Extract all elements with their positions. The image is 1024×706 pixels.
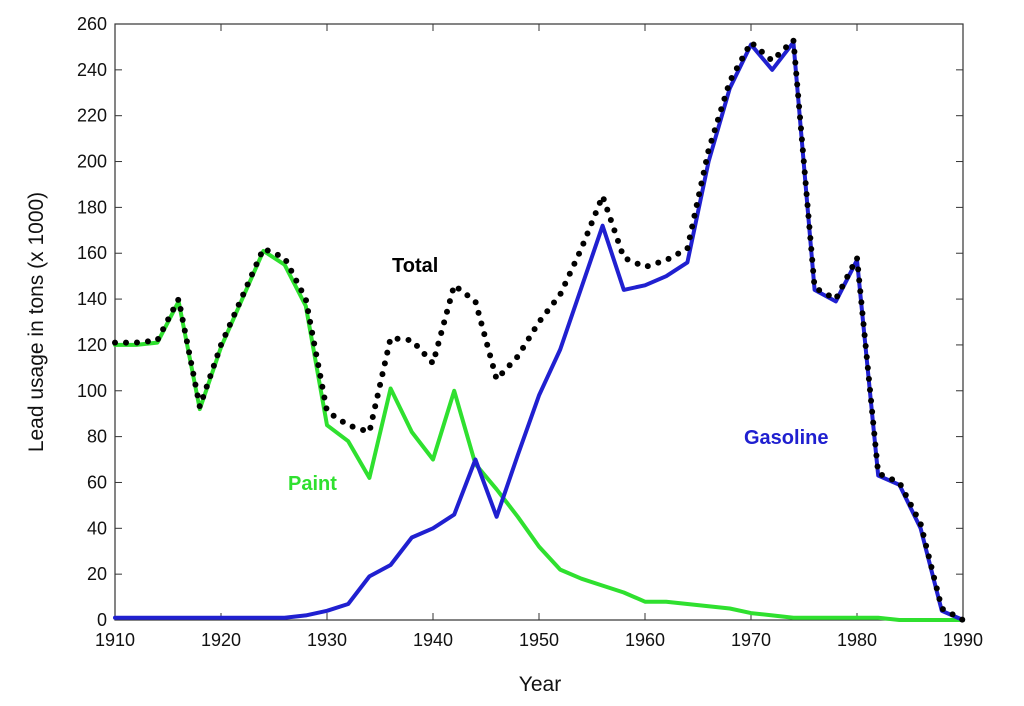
y-tick-label: 120 [77, 335, 107, 355]
series-line-gasoline [113, 40, 965, 622]
x-tick-label: 1910 [95, 630, 135, 650]
x-tick-label: 1950 [519, 630, 559, 650]
series-label-gasoline: Gasoline [744, 427, 828, 449]
series-lines [112, 37, 966, 623]
series-label-paint: Paint [288, 473, 337, 495]
y-tick-label: 240 [77, 60, 107, 80]
y-tick-label: 40 [87, 518, 107, 538]
y-tick-label: 0 [97, 610, 107, 630]
series-line-total [112, 37, 966, 623]
y-axis-title: Lead usage in tons (x 1000) [25, 192, 48, 452]
y-tick-label: 200 [77, 152, 107, 172]
y-tick-label: 20 [87, 564, 107, 584]
y-tick-label: 260 [77, 14, 107, 34]
y-tick-label: 80 [87, 427, 107, 447]
y-tick-label: 140 [77, 289, 107, 309]
y-tick-label: 160 [77, 243, 107, 263]
y-tick-label: 60 [87, 472, 107, 492]
series-label-total: Total [392, 255, 438, 277]
x-tick-label: 1970 [731, 630, 771, 650]
y-tick-label: 220 [77, 106, 107, 126]
x-tick-label: 1920 [201, 630, 241, 650]
x-tick-labels: 1910 1920 1930 1940 1950 1960 1970 1980 1990 [95, 630, 983, 650]
y-tick-labels: 0 20 40 60 80 100 120 140 160 180 200 220 240 260 [77, 14, 107, 630]
x-tick-label: 1940 [413, 630, 453, 650]
x-tick-label: 1930 [307, 630, 347, 650]
y-tick-label: 180 [77, 197, 107, 217]
x-tick-label: 1980 [837, 630, 877, 650]
y-tick-label: 100 [77, 381, 107, 401]
x-tick-label: 1960 [625, 630, 665, 650]
x-axis-title: Year [519, 673, 561, 696]
x-tick-label: 1990 [943, 630, 983, 650]
